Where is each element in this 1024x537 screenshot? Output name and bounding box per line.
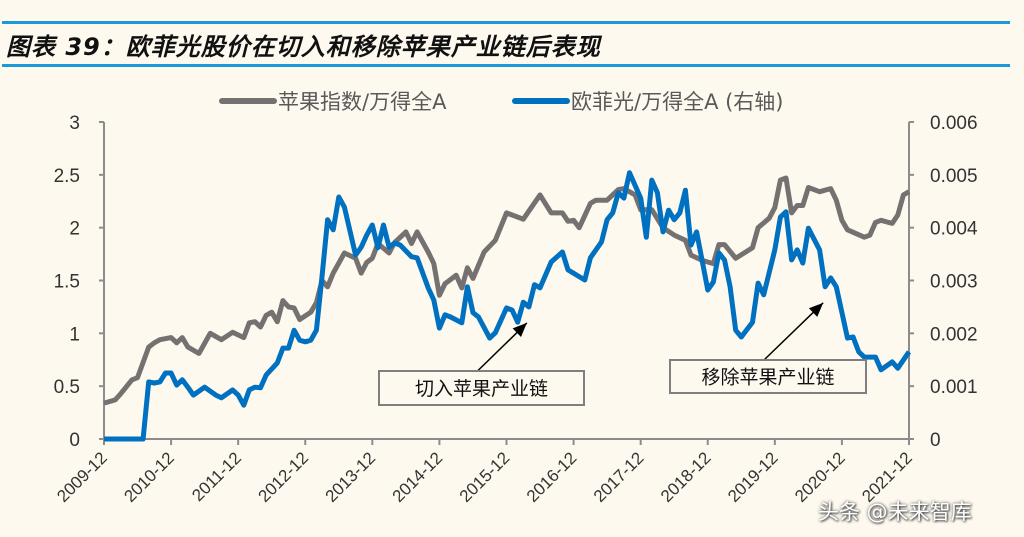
watermark: 头条 @未来智库	[818, 500, 972, 524]
title-rule-top	[2, 21, 1010, 24]
left-tick-label: 2.5	[54, 166, 80, 187]
legend-label: 欧菲光/万得全A (右轴)	[571, 90, 784, 114]
x-tick-label: 2016-12	[523, 448, 581, 506]
left-tick-label: 1	[69, 324, 80, 345]
x-tick-label: 2010-12	[120, 448, 178, 506]
figure-title: 图表 39：欧菲光股价在切入和移除苹果产业链后表现	[6, 33, 601, 61]
arrowhead-icon	[808, 302, 824, 317]
annotation-box	[669, 359, 867, 394]
x-tick-label: 2013-12	[322, 448, 380, 506]
x-tick-label: 2018-12	[657, 448, 715, 506]
x-tick-label: 2012-12	[255, 448, 313, 506]
x-tick-label: 2009-12	[53, 448, 111, 506]
x-tick-label: 2011-12	[188, 448, 245, 505]
arrowhead-icon	[512, 322, 527, 337]
left-tick-label: 1.5	[54, 272, 80, 293]
right-tick-label: 0.006	[930, 113, 978, 134]
left-tick-label: 2	[69, 219, 80, 240]
annotation-label: 切入苹果产业链	[415, 378, 548, 400]
right-tick-label: 0.002	[930, 324, 978, 345]
legend-label: 苹果指数/万得全A	[278, 90, 447, 114]
x-tick-label: 2014-12	[389, 448, 447, 506]
left-tick-label: 0.5	[54, 377, 80, 398]
right-tick-label: 0.001	[930, 377, 978, 398]
right-tick-label: 0	[930, 430, 941, 451]
right-tick-label: 0.005	[930, 166, 978, 187]
series-line-apple-index	[103, 175, 911, 406]
left-tick-label: 0	[69, 430, 80, 451]
x-tick-label: 2015-12	[456, 448, 514, 506]
left-tick-label: 3	[69, 113, 80, 134]
x-tick-label: 2019-12	[724, 448, 782, 506]
right-tick-label: 0.003	[930, 272, 978, 293]
title-rule-bottom	[2, 64, 1010, 67]
annotation-label: 移除苹果产业链	[701, 367, 834, 389]
annotation-box	[378, 370, 585, 406]
x-tick-label: 2017-12	[590, 448, 648, 506]
right-tick-label: 0.004	[930, 219, 978, 240]
